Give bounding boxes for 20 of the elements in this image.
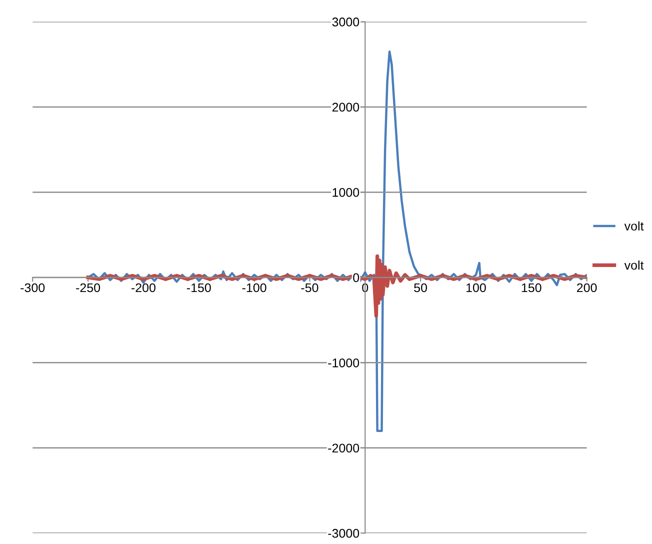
y-tick-label: -1000: [328, 358, 360, 368]
y-tick-label: 3000: [332, 18, 360, 26]
x-tick-label: -250: [76, 283, 100, 292]
x-tick-label: 50: [414, 283, 428, 292]
y-tick-label: -2000: [328, 444, 360, 453]
x-tick-label: -200: [131, 283, 156, 292]
x-tick-label: -150: [186, 283, 211, 292]
x-tick-label: 0: [362, 283, 368, 292]
x-tick-label: 100: [466, 283, 486, 292]
x-tick-label: 150: [522, 283, 542, 292]
y-tick-label: 2000: [332, 102, 360, 112]
legend-label: volt: [624, 260, 644, 270]
x-tick-label: 200: [577, 283, 597, 292]
y-tick-label: 0: [353, 273, 360, 282]
y-tick-label: -3000: [328, 528, 360, 538]
legend-label: volt: [624, 221, 644, 231]
x-tick-label: -100: [242, 283, 266, 292]
x-tick-label: -300: [20, 283, 45, 292]
x-tick-label: -50: [301, 283, 318, 292]
y-tick-label: 1000: [332, 188, 360, 197]
